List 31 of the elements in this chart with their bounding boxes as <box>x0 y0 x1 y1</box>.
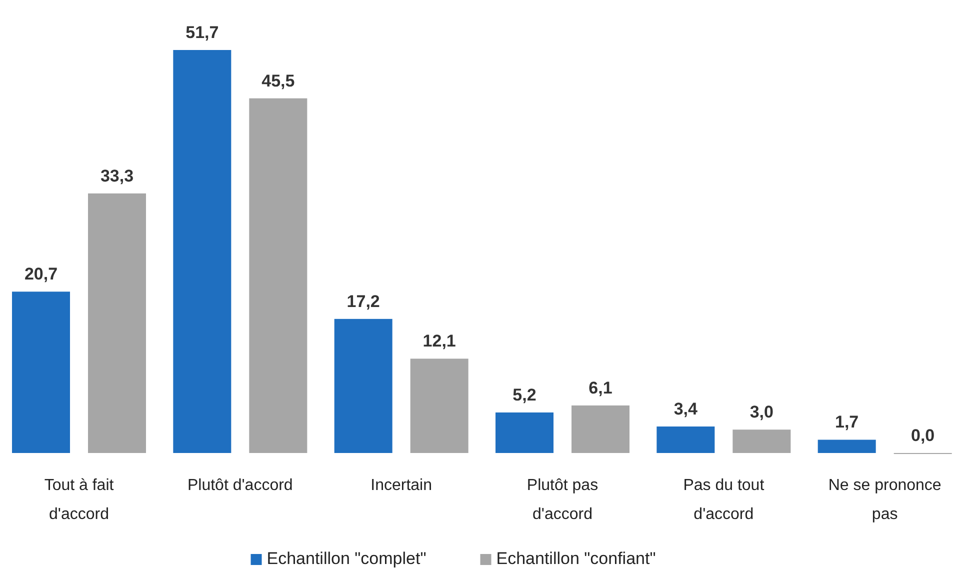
data-label: 12,1 <box>422 332 456 351</box>
data-label: 45,5 <box>262 71 295 90</box>
data-label: 3,4 <box>674 399 698 418</box>
legend-label: Echantillon "complet" <box>266 549 426 568</box>
bar <box>12 292 70 453</box>
legend-label: Echantillon "confiant" <box>496 549 656 568</box>
bar <box>656 426 715 453</box>
bar <box>572 405 630 453</box>
bar <box>732 430 791 453</box>
data-label: 33,3 <box>100 166 134 186</box>
bar <box>88 193 146 453</box>
data-label: 3,0 <box>750 402 774 422</box>
data-label: 6,1 <box>588 378 612 398</box>
x-tick-label: Tout à fait d'accord <box>44 477 114 523</box>
x-tick-label: Ne se prononce pas <box>828 477 942 523</box>
bar <box>410 358 468 453</box>
bar <box>818 440 876 453</box>
data-label: 0,0 <box>911 426 935 445</box>
bar <box>249 98 308 453</box>
x-tick-label: Pas du tout d'accord <box>683 477 765 523</box>
x-tick-label: Plutôt pas d'accord <box>526 477 598 523</box>
data-label: 5,2 <box>512 385 536 404</box>
bar <box>173 50 232 453</box>
data-label: 17,2 <box>346 292 380 311</box>
x-tick-label: Plutôt d'accord <box>187 477 293 494</box>
data-label: 20,7 <box>24 264 58 284</box>
bar <box>496 412 554 453</box>
x-tick-label: Incertain <box>370 477 432 494</box>
data-label: 1,7 <box>835 412 859 432</box>
bar <box>334 318 392 453</box>
data-label: 51,7 <box>186 23 219 42</box>
